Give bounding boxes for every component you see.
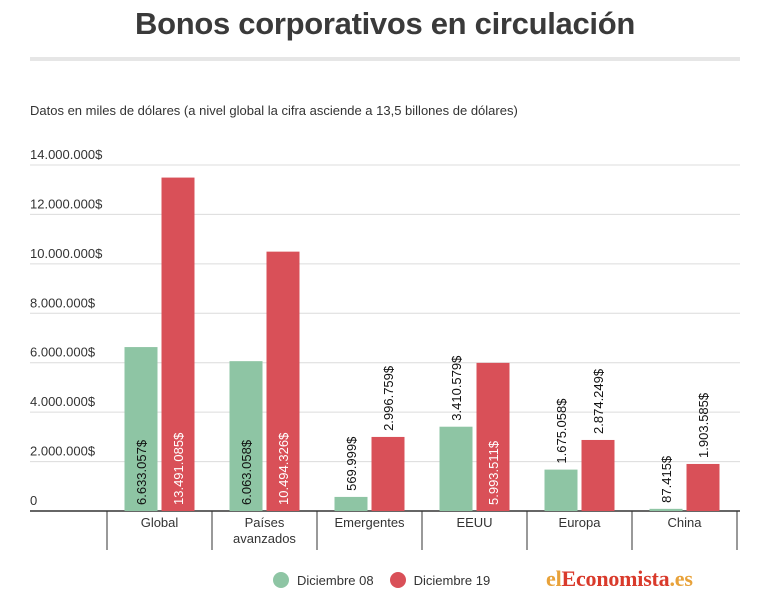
y-tick-label: 10.000.000$	[30, 246, 103, 261]
brand-part-es: .es	[669, 566, 693, 591]
y-tick-label: 2.000.000$	[30, 444, 96, 459]
data-label-diciembre-19-eeuu: 5.993.511$	[486, 440, 501, 505]
x-tick-label: EEUU	[456, 515, 492, 530]
brand-part-economista: Economista	[561, 566, 670, 591]
brand-part-el: el	[546, 566, 562, 591]
data-label-diciembre-08-emergentes: 569.999$	[344, 436, 359, 491]
bar-diciembre-08-europa	[544, 469, 578, 511]
chart-subtitle: Datos en miles de dólares (a nivel globa…	[30, 103, 518, 118]
data-label-diciembre-19-europa: 2.874.249$	[591, 368, 606, 434]
y-tick-label: 8.000.000$	[30, 295, 96, 310]
y-tick-label: 14.000.000$	[30, 147, 103, 162]
legend-label-diciembre-08: Diciembre 08	[297, 572, 374, 588]
legend-item-diciembre-19: Diciembre 19	[389, 572, 491, 588]
bar-diciembre-08-paises-avanzados	[229, 361, 263, 511]
bar-diciembre-19-europa	[581, 439, 615, 511]
data-label-diciembre-19-paises-avanzados: 10.494.326$	[276, 432, 291, 505]
legend-swatch-diciembre-19	[389, 572, 406, 588]
bar-diciembre-19-china	[686, 463, 720, 511]
data-label-diciembre-08-china: 87.415$	[659, 455, 674, 503]
data-label-diciembre-08-global: 6.633.057$	[134, 439, 149, 505]
y-tick-label: 12.000.000$	[30, 196, 103, 211]
chart-legend: Diciembre 08 Diciembre 19	[273, 572, 506, 588]
x-tick-label: Europa	[559, 515, 602, 530]
bar-diciembre-19-paises-avanzados	[266, 251, 300, 511]
data-label-diciembre-08-paises-avanzados: 6.063.058$	[239, 439, 254, 505]
data-label-diciembre-08-eeuu: 3.410.579$	[449, 355, 464, 421]
x-tick-label: Global	[141, 515, 179, 530]
legend-label-diciembre-19: Diciembre 19	[413, 572, 491, 588]
data-label-diciembre-19-global: 13.491.085$	[171, 432, 186, 505]
data-label-diciembre-19-china: 1.903.585$	[696, 392, 711, 458]
legend-item-diciembre-08: Diciembre 08	[273, 572, 374, 588]
data-label-diciembre-19-emergentes: 2.996.759$	[381, 365, 396, 431]
bar-chart: 0 2.000.000$ 4.000.000$ 6.000.000$ 8.000.000…	[30, 147, 740, 550]
x-tick-label: Emergentes	[334, 515, 405, 530]
eleconomista-logo: elEconomista.es	[546, 566, 693, 592]
bar-diciembre-19-eeuu	[476, 362, 510, 511]
y-tick-label: 4.000.000$	[30, 394, 96, 409]
chart-title: Bonos corporativos en circulación	[135, 6, 635, 41]
x-tick-label: avanzados	[233, 531, 296, 546]
x-tick-label: Países	[245, 515, 285, 530]
data-label-diciembre-08-europa: 1.675.058$	[554, 398, 569, 464]
bar-diciembre-08-global	[124, 347, 158, 511]
x-tick-label: China	[668, 515, 703, 530]
bar-diciembre-08-china	[649, 508, 683, 511]
title-divider	[30, 57, 740, 61]
y-tick-label: 6.000.000$	[30, 345, 96, 360]
legend-swatch-diciembre-08	[273, 572, 289, 588]
bar-diciembre-08-eeuu	[439, 426, 473, 511]
bar-diciembre-19-global	[161, 177, 195, 512]
bar-diciembre-08-emergentes	[334, 496, 368, 511]
bar-diciembre-19-emergentes	[371, 436, 405, 511]
y-tick-label: 0	[30, 493, 37, 508]
